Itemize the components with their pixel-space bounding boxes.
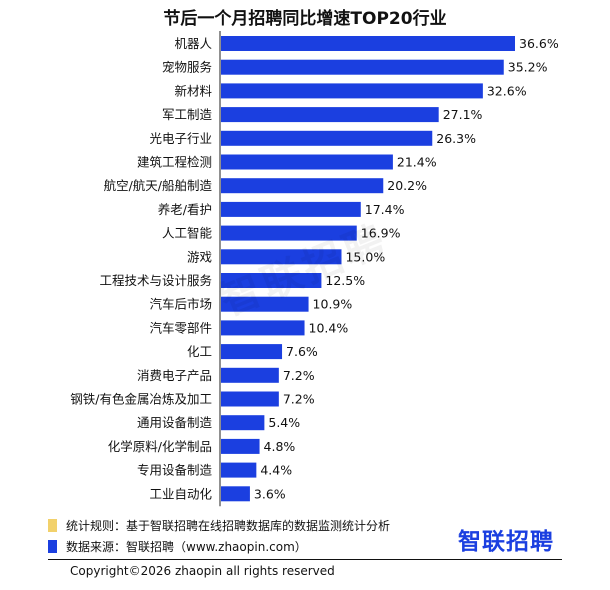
category-label: 机器人: [174, 36, 212, 51]
value-label: 15.0%: [345, 249, 385, 264]
bar: [221, 486, 250, 502]
value-label: 5.4%: [268, 415, 300, 430]
bar: [221, 273, 322, 288]
category-label: 汽车零部件: [149, 320, 212, 335]
bar: [221, 344, 283, 360]
category-label: 化工: [187, 344, 212, 359]
value-label: 4.8%: [264, 439, 296, 454]
category-label: 汽车后市场: [149, 297, 212, 312]
category-label: 工程技术与设计服务: [99, 273, 212, 288]
category-label: 养老/看护: [158, 202, 212, 217]
category-label: 建筑工程检测: [137, 155, 212, 170]
value-label: 7.2%: [283, 392, 315, 407]
category-label: 游戏: [187, 249, 212, 264]
bar-chart: 机器人 36.6% 宠物服务 35.2% 新材料 32.6% 军工制造 27.1% 光电子行业 2…: [70, 31, 559, 507]
bar: [221, 462, 257, 478]
value-label: 20.2%: [387, 178, 427, 193]
category-label: 工业自动化: [149, 486, 212, 501]
value-label: 12.5%: [325, 273, 365, 288]
bar: [221, 225, 357, 241]
note-statistics-rule: 统计规则：基于智联招聘在线招聘数据库的数据监测统计分析: [66, 519, 391, 533]
bar: [221, 320, 305, 336]
category-label: 钢铁/有色金属冶炼及加工: [70, 392, 212, 407]
value-label: 21.4%: [397, 155, 437, 170]
bar: [221, 367, 279, 383]
bar: [221, 154, 393, 170]
value-label: 7.2%: [283, 368, 315, 383]
bar: [221, 130, 433, 146]
bar: [221, 249, 342, 265]
category-label: 专用设备制造: [137, 463, 213, 478]
copyright: Copyright©2026 zhaopin all rights reserv…: [70, 564, 335, 578]
bar: [221, 415, 265, 431]
bar: [221, 83, 483, 99]
footer-divider: [48, 559, 562, 560]
category-label: 人工智能: [162, 226, 213, 241]
category-label: 化学原料/化学制品: [108, 439, 212, 454]
value-label: 10.4%: [309, 320, 349, 335]
bar: [221, 201, 361, 217]
value-label: 27.1%: [443, 107, 483, 122]
bar: [221, 59, 504, 75]
value-label: 32.6%: [487, 83, 527, 98]
bar: [221, 178, 384, 194]
bar: [221, 391, 279, 407]
chart-title: 节后一个月招聘同比增速TOP20行业: [163, 9, 447, 29]
category-label: 军工制造: [162, 107, 213, 122]
category-label: 光电子行业: [149, 131, 212, 146]
value-label: 3.6%: [254, 486, 286, 501]
value-label: 17.4%: [365, 202, 405, 217]
category-label: 航空/航天/船舶制造: [104, 178, 213, 193]
value-label: 36.6%: [519, 36, 559, 51]
category-label: 宠物服务: [162, 60, 212, 75]
category-label: 通用设备制造: [137, 415, 213, 430]
note-data-source: 数据来源：智联招聘（www.zhaopin.com）: [66, 540, 307, 554]
category-label: 消费电子产品: [137, 368, 212, 383]
value-label: 7.6%: [286, 344, 318, 359]
bar: [221, 296, 309, 312]
brand-logo: 智联招聘: [458, 529, 554, 555]
value-label: 4.4%: [260, 463, 292, 478]
value-label: 16.9%: [361, 226, 401, 241]
bar: [221, 36, 515, 51]
value-label: 26.3%: [436, 131, 476, 146]
legend-marker-source: [48, 540, 57, 553]
bar: [221, 438, 260, 454]
legend-marker-rules: [48, 519, 57, 532]
category-label: 新材料: [174, 83, 212, 98]
value-label: 10.9%: [313, 297, 353, 312]
value-label: 35.2%: [508, 60, 548, 75]
bar: [221, 107, 439, 123]
